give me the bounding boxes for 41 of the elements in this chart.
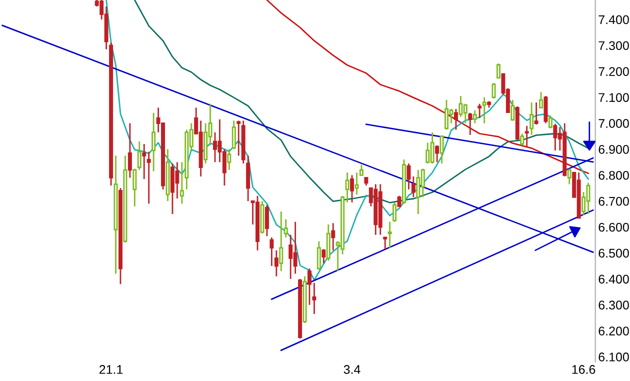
- candlestick: [246, 154, 250, 202]
- candlestick: [146, 151, 151, 204]
- y-tick-label: 7.200: [598, 67, 629, 76]
- candlestick: [482, 96, 486, 124]
- candlestick: [440, 136, 444, 164]
- x-tick-label: 16.6: [572, 365, 596, 374]
- candlestick: [274, 250, 278, 278]
- y-tick-label: 6.100: [598, 352, 629, 362]
- y-tick-label: 6.400: [598, 274, 629, 284]
- candlestick: [524, 125, 529, 148]
- candlestick: [180, 161, 184, 204]
- x-tick-label: 3.4: [344, 365, 360, 374]
- line-series: [266, 0, 589, 174]
- y-tick-label: 6.200: [598, 326, 629, 336]
- candlestick: [142, 143, 146, 180]
- candlestick: [383, 236, 388, 250]
- candlestick: [152, 112, 156, 172]
- candlestick: [530, 102, 534, 136]
- candlestick: [312, 282, 316, 315]
- y-tick-label: 6.800: [598, 170, 629, 180]
- x-tick-label: 21.1: [100, 365, 123, 374]
- y-tick-label: 7.400: [598, 15, 629, 24]
- y-tick-label: 6.900: [598, 144, 629, 154]
- y-tick-label: 6.600: [598, 222, 629, 232]
- candlestick: [411, 176, 416, 198]
- candlestick: [345, 172, 350, 204]
- candlestick: [227, 148, 232, 171]
- y-tick-label: 6.700: [598, 196, 629, 206]
- y-tick-label: 7.100: [598, 93, 629, 102]
- candlestick: [284, 218, 288, 238]
- y-tick-label: 7.300: [598, 41, 629, 50]
- candlestick: [128, 122, 132, 178]
- candlestick: [166, 148, 170, 202]
- candlestick: [279, 210, 284, 272]
- candlestick: [354, 172, 359, 196]
- y-tick-label: 7.000: [598, 119, 629, 128]
- candlestick: [114, 154, 118, 274]
- candlestick: [388, 221, 392, 248]
- y-tick-label: 6.500: [598, 248, 629, 258]
- y-tick-label: 6.300: [598, 300, 629, 310]
- candlestick: [331, 222, 336, 252]
